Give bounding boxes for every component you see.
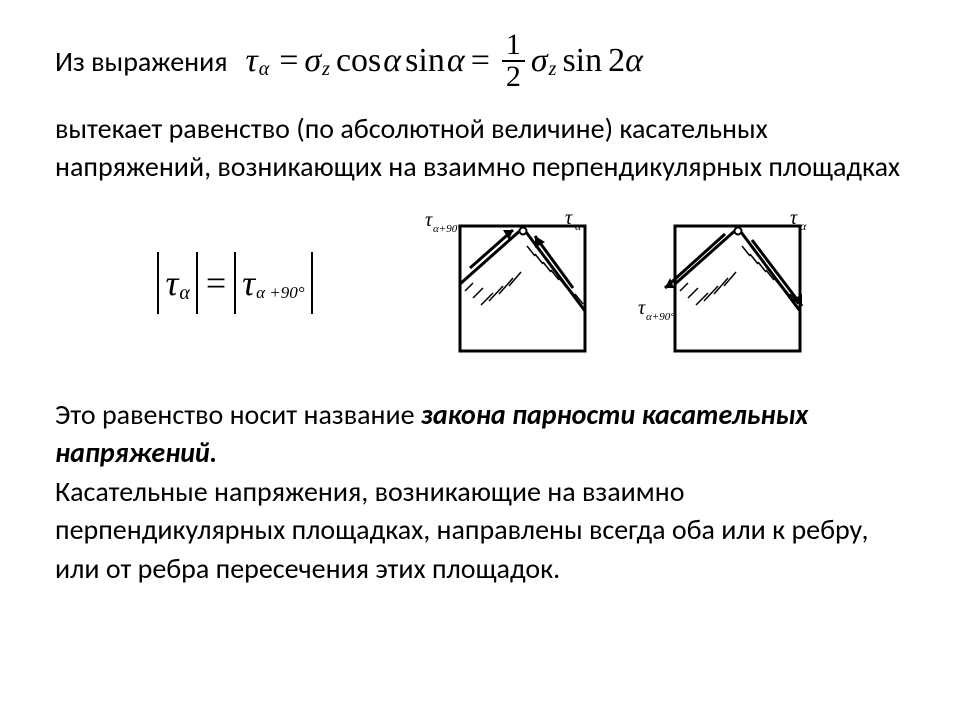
formula-2-wrap: τ α = τ α +90° bbox=[55, 252, 415, 314]
fraction-half: 1 2 bbox=[502, 30, 525, 92]
stress-diagram: τ α+90° τ α bbox=[415, 206, 845, 361]
row-formula-diagram: τ α = τ α +90° bbox=[55, 206, 905, 361]
sigma: σ bbox=[304, 42, 321, 80]
svg-text:α: α bbox=[800, 219, 807, 233]
sigma2: σ bbox=[531, 42, 548, 80]
diagram-wrap: τ α+90° τ α bbox=[415, 206, 905, 361]
eq: = bbox=[279, 42, 298, 80]
formula-1: τ α = σ z cos α sin α = 1 2 σ z sin 2 α bbox=[246, 30, 643, 92]
sin2: sin bbox=[562, 42, 602, 80]
alpha2: α bbox=[447, 42, 465, 80]
alpha3: α bbox=[625, 42, 643, 80]
frac-num: 1 bbox=[502, 30, 525, 60]
intro-text: Из выражения bbox=[55, 44, 228, 79]
sub-z2: z bbox=[549, 58, 557, 81]
tau-l: τ bbox=[165, 262, 178, 304]
line-intro: Из выражения τ α = σ z cos α sin α = 1 2… bbox=[55, 30, 905, 92]
svg-text:α+90°: α+90° bbox=[433, 223, 462, 235]
paragraph-1: вытекает равенство (по абсолютной величи… bbox=[55, 110, 905, 186]
eq-f2: = bbox=[206, 262, 226, 304]
sub-alpha: α bbox=[259, 58, 270, 81]
paragraph-2: Это равенство носит название закона парн… bbox=[55, 396, 905, 589]
svg-text:τ: τ bbox=[425, 209, 433, 231]
tau: τ bbox=[246, 42, 258, 80]
svg-text:τ: τ bbox=[638, 297, 646, 319]
abs-right: τ α +90° bbox=[234, 252, 312, 314]
sub-a90: α +90° bbox=[256, 283, 304, 303]
sub-alpha-l: α bbox=[179, 282, 190, 305]
alpha1: α bbox=[383, 42, 401, 80]
cos: cos bbox=[336, 42, 381, 80]
sin: sin bbox=[405, 42, 445, 80]
frac-den: 2 bbox=[502, 60, 525, 92]
para2-c: Касательные напряжения, возникающие на в… bbox=[55, 474, 868, 586]
eq2: = bbox=[471, 42, 490, 80]
para2-a: Это равенство носит название bbox=[55, 397, 421, 432]
sub-z: z bbox=[322, 58, 330, 81]
svg-text:τ: τ bbox=[790, 207, 798, 229]
svg-text:α+90°: α+90° bbox=[646, 311, 675, 323]
two: 2 bbox=[608, 42, 625, 80]
diagram-left: τ α+90° τ α bbox=[425, 207, 585, 351]
abs-left: τ α bbox=[157, 252, 197, 314]
svg-text:α: α bbox=[575, 219, 582, 233]
diagram-right: τ α τ α+90° bbox=[638, 207, 807, 351]
formula-2: τ α = τ α +90° bbox=[157, 252, 312, 314]
tau-r: τ bbox=[242, 262, 255, 304]
svg-text:τ: τ bbox=[565, 207, 573, 229]
